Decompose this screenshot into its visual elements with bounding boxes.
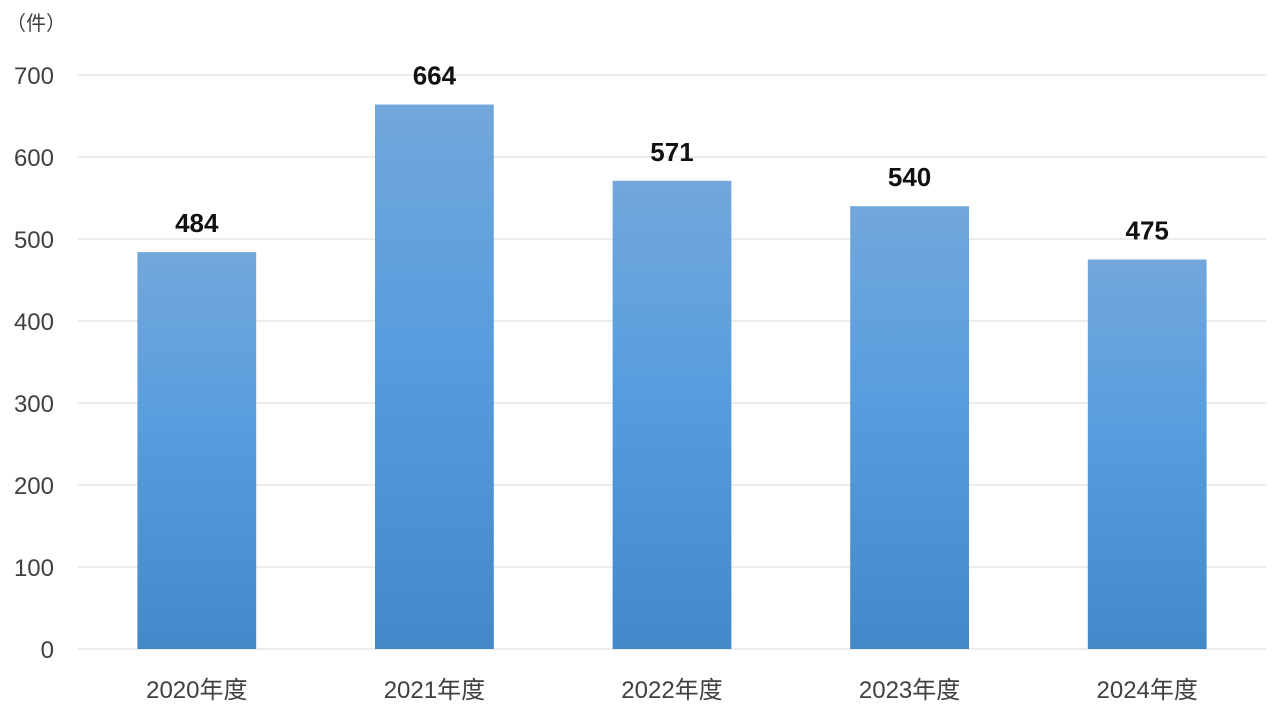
y-tick-label: 500	[14, 227, 54, 254]
data-label-3: 571	[650, 137, 693, 167]
x-category-label: 2024年度	[1097, 677, 1198, 704]
y-tick-label: 200	[14, 473, 54, 500]
bars	[137, 104, 1207, 649]
y-tick-label: 300	[14, 391, 54, 418]
x-category-label: 2022年度	[621, 677, 722, 704]
y-tick-label: 0	[41, 637, 54, 664]
bar-5	[1087, 259, 1207, 649]
y-tick-label: 700	[14, 63, 54, 90]
y-axis-unit-label: （件）	[6, 12, 66, 35]
data-label-1: 484	[175, 208, 219, 238]
x-category-label: 2020年度	[146, 677, 247, 704]
x-category-label: 2021年度	[384, 677, 485, 704]
data-label-5: 475	[1126, 216, 1169, 246]
data-labels: 484 664 571 540 475	[175, 61, 1169, 246]
bar-2	[375, 104, 494, 649]
y-tick-label: 100	[14, 555, 54, 582]
y-tick-label: 600	[14, 145, 54, 172]
bar-3	[612, 180, 732, 649]
bar-4	[850, 206, 969, 649]
data-label-2: 664	[413, 61, 457, 91]
x-axis-categories: 2020年度 2021年度 2022年度 2023年度 2024年度	[146, 677, 1198, 704]
bar-1	[137, 252, 257, 649]
y-tick-label: 400	[14, 309, 54, 336]
y-axis-ticks: 0 100 200 300 400 500 600 700	[14, 63, 54, 664]
x-category-label: 2023年度	[859, 677, 960, 704]
data-label-4: 540	[888, 162, 931, 192]
